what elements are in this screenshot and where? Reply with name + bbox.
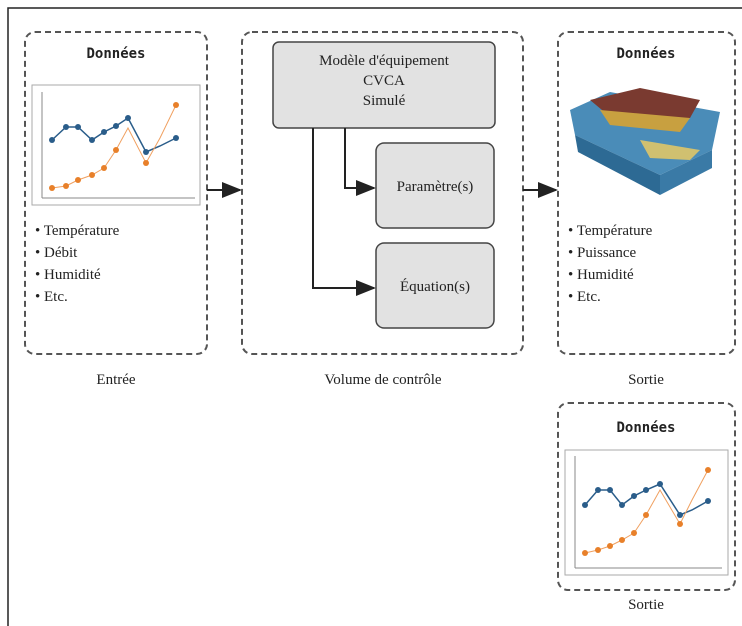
input-title: Données bbox=[86, 46, 145, 62]
parameters-label: Paramètre(s) bbox=[397, 179, 474, 195]
output-caption: Sortie bbox=[628, 372, 664, 388]
output-item: • Humidité bbox=[568, 267, 634, 283]
diagram: Données • Température • Débit • Humidité… bbox=[0, 0, 742, 626]
equations-label: Équation(s) bbox=[400, 278, 470, 295]
output-item: • Etc. bbox=[568, 289, 601, 305]
output-box bbox=[558, 32, 735, 354]
output-2-caption: Sortie bbox=[628, 597, 664, 613]
output-title: Données bbox=[616, 46, 675, 62]
output-item: • Température bbox=[568, 223, 653, 239]
input-chart-image bbox=[32, 85, 200, 205]
output-chart-image bbox=[565, 450, 728, 575]
input-item: • Humidité bbox=[35, 267, 101, 283]
output-item: • Puissance bbox=[568, 245, 637, 261]
model-label: CVCA bbox=[363, 73, 405, 89]
model-label: Modèle d'équipement bbox=[319, 53, 450, 69]
input-item: • Etc. bbox=[35, 289, 68, 305]
output-2-title: Données bbox=[616, 420, 675, 436]
input-item: • Débit bbox=[35, 245, 78, 261]
control-volume-caption: Volume de contrôle bbox=[324, 372, 442, 388]
input-item: • Température bbox=[35, 223, 120, 239]
model-label: Simulé bbox=[363, 93, 406, 109]
input-caption: Entrée bbox=[96, 372, 135, 388]
